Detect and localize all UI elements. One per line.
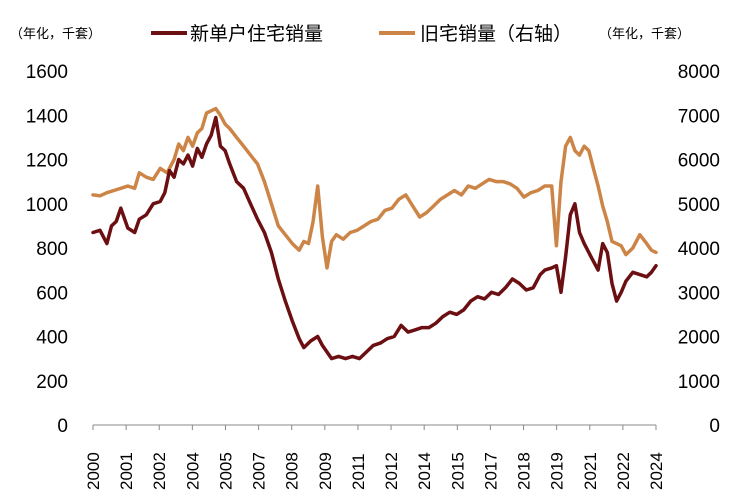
legend-label-new: 新单户住宅销量 — [190, 23, 323, 45]
left-y-axis: 0 200 400 600 800 1000 1200 1400 1600 — [26, 62, 68, 437]
x-tick-label: 2004 — [183, 452, 202, 490]
x-tick-label: 2015 — [448, 452, 467, 490]
x-tick-label: 2012 — [382, 452, 401, 490]
right-y-tick-label: 4000 — [678, 239, 720, 260]
x-tick-label: 2001 — [117, 452, 136, 490]
left-y-tick-label: 800 — [36, 239, 68, 260]
left-y-tick-label: 1000 — [26, 195, 68, 216]
right-y-tick-label: 6000 — [678, 151, 720, 172]
right-y-tick-label: 5000 — [678, 195, 720, 216]
left-y-tick-label: 200 — [36, 372, 68, 393]
left-y-tick-label: 1400 — [26, 106, 68, 127]
left-axis-unit-label: （年化，千套） — [10, 26, 101, 42]
right-y-tick-label: 8000 — [678, 62, 720, 83]
right-y-tick-label: 3000 — [678, 283, 720, 304]
x-tick-label: 2007 — [250, 452, 269, 490]
x-tick-label: 2005 — [216, 452, 235, 490]
x-tick-label: 2002 — [150, 452, 169, 490]
right-y-axis: 0 1000 2000 3000 4000 5000 6000 7000 8000 — [678, 62, 720, 437]
legend-label-existing: 旧宅销量（右轴） — [420, 23, 572, 45]
left-y-tick-label: 1200 — [26, 151, 68, 172]
x-tick-label: 2011 — [349, 453, 368, 490]
left-y-tick-label: 400 — [36, 328, 68, 349]
x-tick-label: 2018 — [515, 452, 534, 490]
x-tick-label: 2009 — [316, 452, 335, 490]
right-y-tick-label: 0 — [709, 416, 720, 437]
x-axis: 2000 2001 2002 2004 2005 2007 2008 2009 2011 2012… — [84, 425, 666, 490]
x-tick-label: 2000 — [84, 452, 103, 490]
series-line-new — [91, 115, 658, 361]
plot-area — [91, 106, 658, 361]
x-tick-label: 2021 — [581, 452, 600, 490]
x-tick-label: 2014 — [415, 452, 434, 490]
x-tick-label: 2019 — [548, 452, 567, 490]
x-tick-label: 2022 — [614, 452, 633, 490]
right-y-tick-label: 7000 — [678, 106, 720, 127]
x-tick-label: 2008 — [283, 452, 302, 490]
x-tick-label: 2024 — [647, 452, 666, 490]
left-y-tick-label: 1600 — [26, 62, 68, 83]
right-y-tick-label: 2000 — [678, 328, 720, 349]
left-y-tick-label: 0 — [57, 416, 68, 437]
right-y-tick-label: 1000 — [678, 372, 720, 393]
right-axis-unit-label: （年化，千套） — [599, 26, 690, 42]
legend: （年化，千套） 新单户住宅销量 旧宅销量（右轴） （年化，千套） — [10, 23, 690, 45]
left-y-tick-label: 600 — [36, 283, 68, 304]
x-tick-label: 2017 — [481, 452, 500, 490]
series-line-existing — [91, 106, 658, 270]
